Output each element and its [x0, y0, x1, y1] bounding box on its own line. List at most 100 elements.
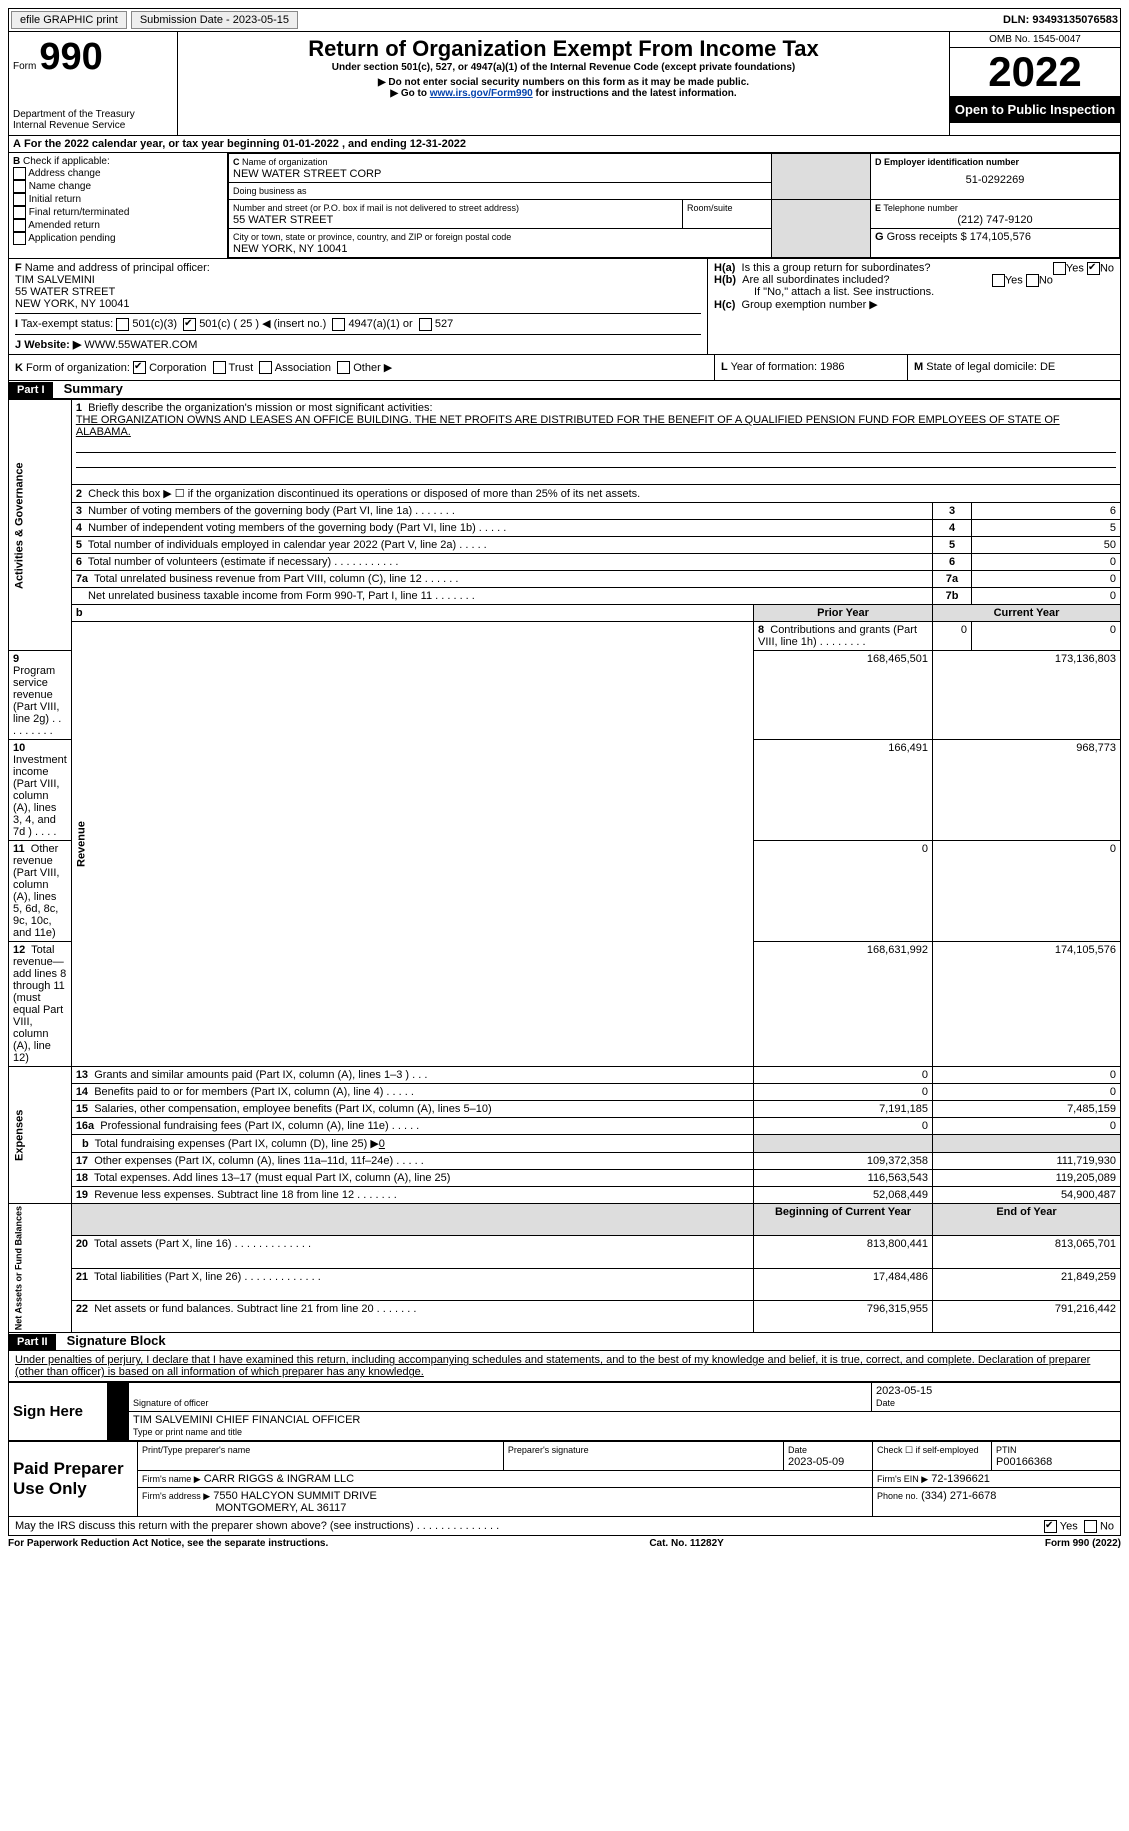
l11: Other revenue (Part VIII, column (A), li… [13, 843, 59, 939]
vert-exp: Expenses [9, 1067, 72, 1204]
officer-name: TIM SALVEMINI [15, 274, 95, 286]
cb-discuss-yes[interactable] [1044, 1520, 1057, 1533]
k-opt-0: Corporation [149, 362, 206, 374]
gross-receipts: 174,105,576 [970, 231, 1031, 243]
pp-check: Check ☐ if self-employed [877, 1445, 979, 1455]
org-name: NEW WATER STREET CORP [233, 168, 381, 180]
street-address: 55 WATER STREET [233, 214, 333, 226]
cb-other[interactable] [337, 361, 350, 374]
d-label: Employer identification number [884, 157, 1019, 167]
ein-value: 51-0292269 [875, 168, 1115, 186]
cb-assoc[interactable] [259, 361, 272, 374]
vert-rev: Revenue [71, 622, 753, 1067]
dba-label: Doing business as [233, 186, 307, 196]
top-bar: efile GRAPHIC print Submission Date - 20… [8, 8, 1121, 32]
ptin-value: P00166368 [996, 1456, 1052, 1468]
dept-label: Department of the Treasury [13, 109, 173, 120]
f-label: Name and address of principal officer: [25, 262, 210, 274]
cb-amended[interactable] [13, 219, 26, 232]
cb-ha-yes[interactable] [1053, 262, 1066, 275]
cb-initial[interactable] [13, 193, 26, 206]
cb-final[interactable] [13, 206, 26, 219]
l19: Revenue less expenses. Subtract line 18 … [94, 1189, 354, 1201]
form-header: Form 990 Department of the Treasury Inte… [8, 32, 1121, 136]
irs-label: Internal Revenue Service [13, 120, 173, 131]
cb-527[interactable] [419, 318, 432, 331]
c-name-label: Name of organization [242, 157, 328, 167]
firm-ein: 72-1396621 [931, 1473, 990, 1485]
b-opt-3: Final return/terminated [29, 207, 130, 218]
l7b: Net unrelated business taxable income fr… [88, 590, 432, 602]
l7b-val: 0 [972, 588, 1121, 605]
sig-date: 2023-05-15 [876, 1385, 932, 1397]
b-opt-5: Application pending [28, 233, 115, 244]
l20: Total assets (Part X, line 16) [94, 1238, 232, 1250]
city-value: NEW YORK, NY 10041 [233, 243, 348, 255]
l2: Check this box ▶ ☐ if the organization d… [88, 488, 640, 500]
footer-left: For Paperwork Reduction Act Notice, see … [8, 1538, 328, 1549]
sign-here-label: Sign Here [9, 1383, 108, 1441]
officer-addr2: NEW YORK, NY 10041 [15, 298, 130, 310]
cb-4947[interactable] [332, 318, 345, 331]
submission-date-button[interactable]: Submission Date - 2023-05-15 [131, 11, 298, 29]
pp-date: 2023-05-09 [788, 1456, 844, 1468]
tax-year: 2022 [950, 48, 1120, 96]
m-val: DE [1040, 361, 1055, 373]
l17: Other expenses (Part IX, column (A), lin… [94, 1155, 393, 1167]
cb-name-change[interactable] [13, 180, 26, 193]
col-boy: Beginning of Current Year [754, 1204, 933, 1236]
cb-501c3[interactable] [116, 318, 129, 331]
cb-ha-no[interactable] [1087, 262, 1100, 275]
cb-address-change[interactable] [13, 167, 26, 180]
pp-sig-label: Preparer's signature [508, 1445, 589, 1455]
vert-ag: Activities & Governance [9, 400, 72, 651]
l6-val: 0 [972, 554, 1121, 571]
firm-addr-label: Firm's address ▶ [142, 1491, 210, 1501]
k-opt-1: Trust [229, 362, 254, 374]
firm-phone-label: Phone no. [877, 1491, 918, 1501]
form-number: 990 [39, 36, 102, 78]
instructions-link[interactable]: www.irs.gov/Form990 [430, 88, 533, 99]
paid-preparer-table: Paid Preparer Use Only Print/Type prepar… [8, 1441, 1121, 1517]
date-label: Date [876, 1398, 895, 1408]
i-opt-2: 4947(a)(1) or [348, 318, 412, 330]
cb-hb-no[interactable] [1026, 274, 1039, 287]
section-b: B Check if applicable: Address change Na… [9, 153, 228, 258]
part1-title: Summary [56, 379, 131, 398]
phone-value: (212) 747-9120 [875, 214, 1115, 226]
note2-pre: ▶ Go to [390, 88, 429, 99]
website-value: WWW.55WATER.COM [84, 339, 197, 351]
i-label: Tax-exempt status: [21, 318, 113, 330]
b-opt-2: Initial return [29, 194, 81, 205]
l5-val: 50 [972, 537, 1121, 554]
b-opt-0: Address change [28, 168, 100, 179]
col-current: Current Year [933, 605, 1121, 622]
col-prior: Prior Year [754, 605, 933, 622]
b-opt-4: Amended return [28, 220, 100, 231]
cb-discuss-no[interactable] [1084, 1520, 1097, 1533]
addr-label: Number and street (or P.O. box if mail i… [233, 203, 519, 213]
firm-phone: (334) 271-6678 [921, 1490, 996, 1502]
cb-trust[interactable] [213, 361, 226, 374]
l22: Net assets or fund balances. Subtract li… [94, 1303, 373, 1315]
part2-bar: Part II [9, 1334, 56, 1350]
cb-501c[interactable] [183, 318, 196, 331]
cb-hb-yes[interactable] [992, 274, 1005, 287]
line-a-text: For the 2022 calendar year, or tax year … [24, 138, 466, 150]
part1-table: Activities & Governance 1 Briefly descri… [8, 399, 1121, 1333]
cb-corp[interactable] [133, 361, 146, 374]
l7a: Total unrelated business revenue from Pa… [94, 573, 422, 585]
l-label: Year of formation: [731, 361, 817, 373]
part1-bar: Part I [9, 382, 53, 398]
hb-note: If "No," attach a list. See instructions… [714, 286, 934, 298]
cb-pending[interactable] [13, 232, 26, 245]
l5: Total number of individuals employed in … [88, 539, 456, 551]
k-opt-2: Association [275, 362, 331, 374]
l3: Number of voting members of the governin… [88, 505, 412, 517]
vert-na: Net Assets or Fund Balances [9, 1204, 72, 1333]
efile-button[interactable]: efile GRAPHIC print [11, 11, 127, 29]
city-label: City or town, state or province, country… [233, 232, 511, 242]
l1b: THE ORGANIZATION OWNS AND LEASES AN OFFI… [76, 414, 1060, 438]
b-opt-1: Name change [29, 181, 91, 192]
footer-right: Form 990 (2022) [1045, 1538, 1121, 1549]
